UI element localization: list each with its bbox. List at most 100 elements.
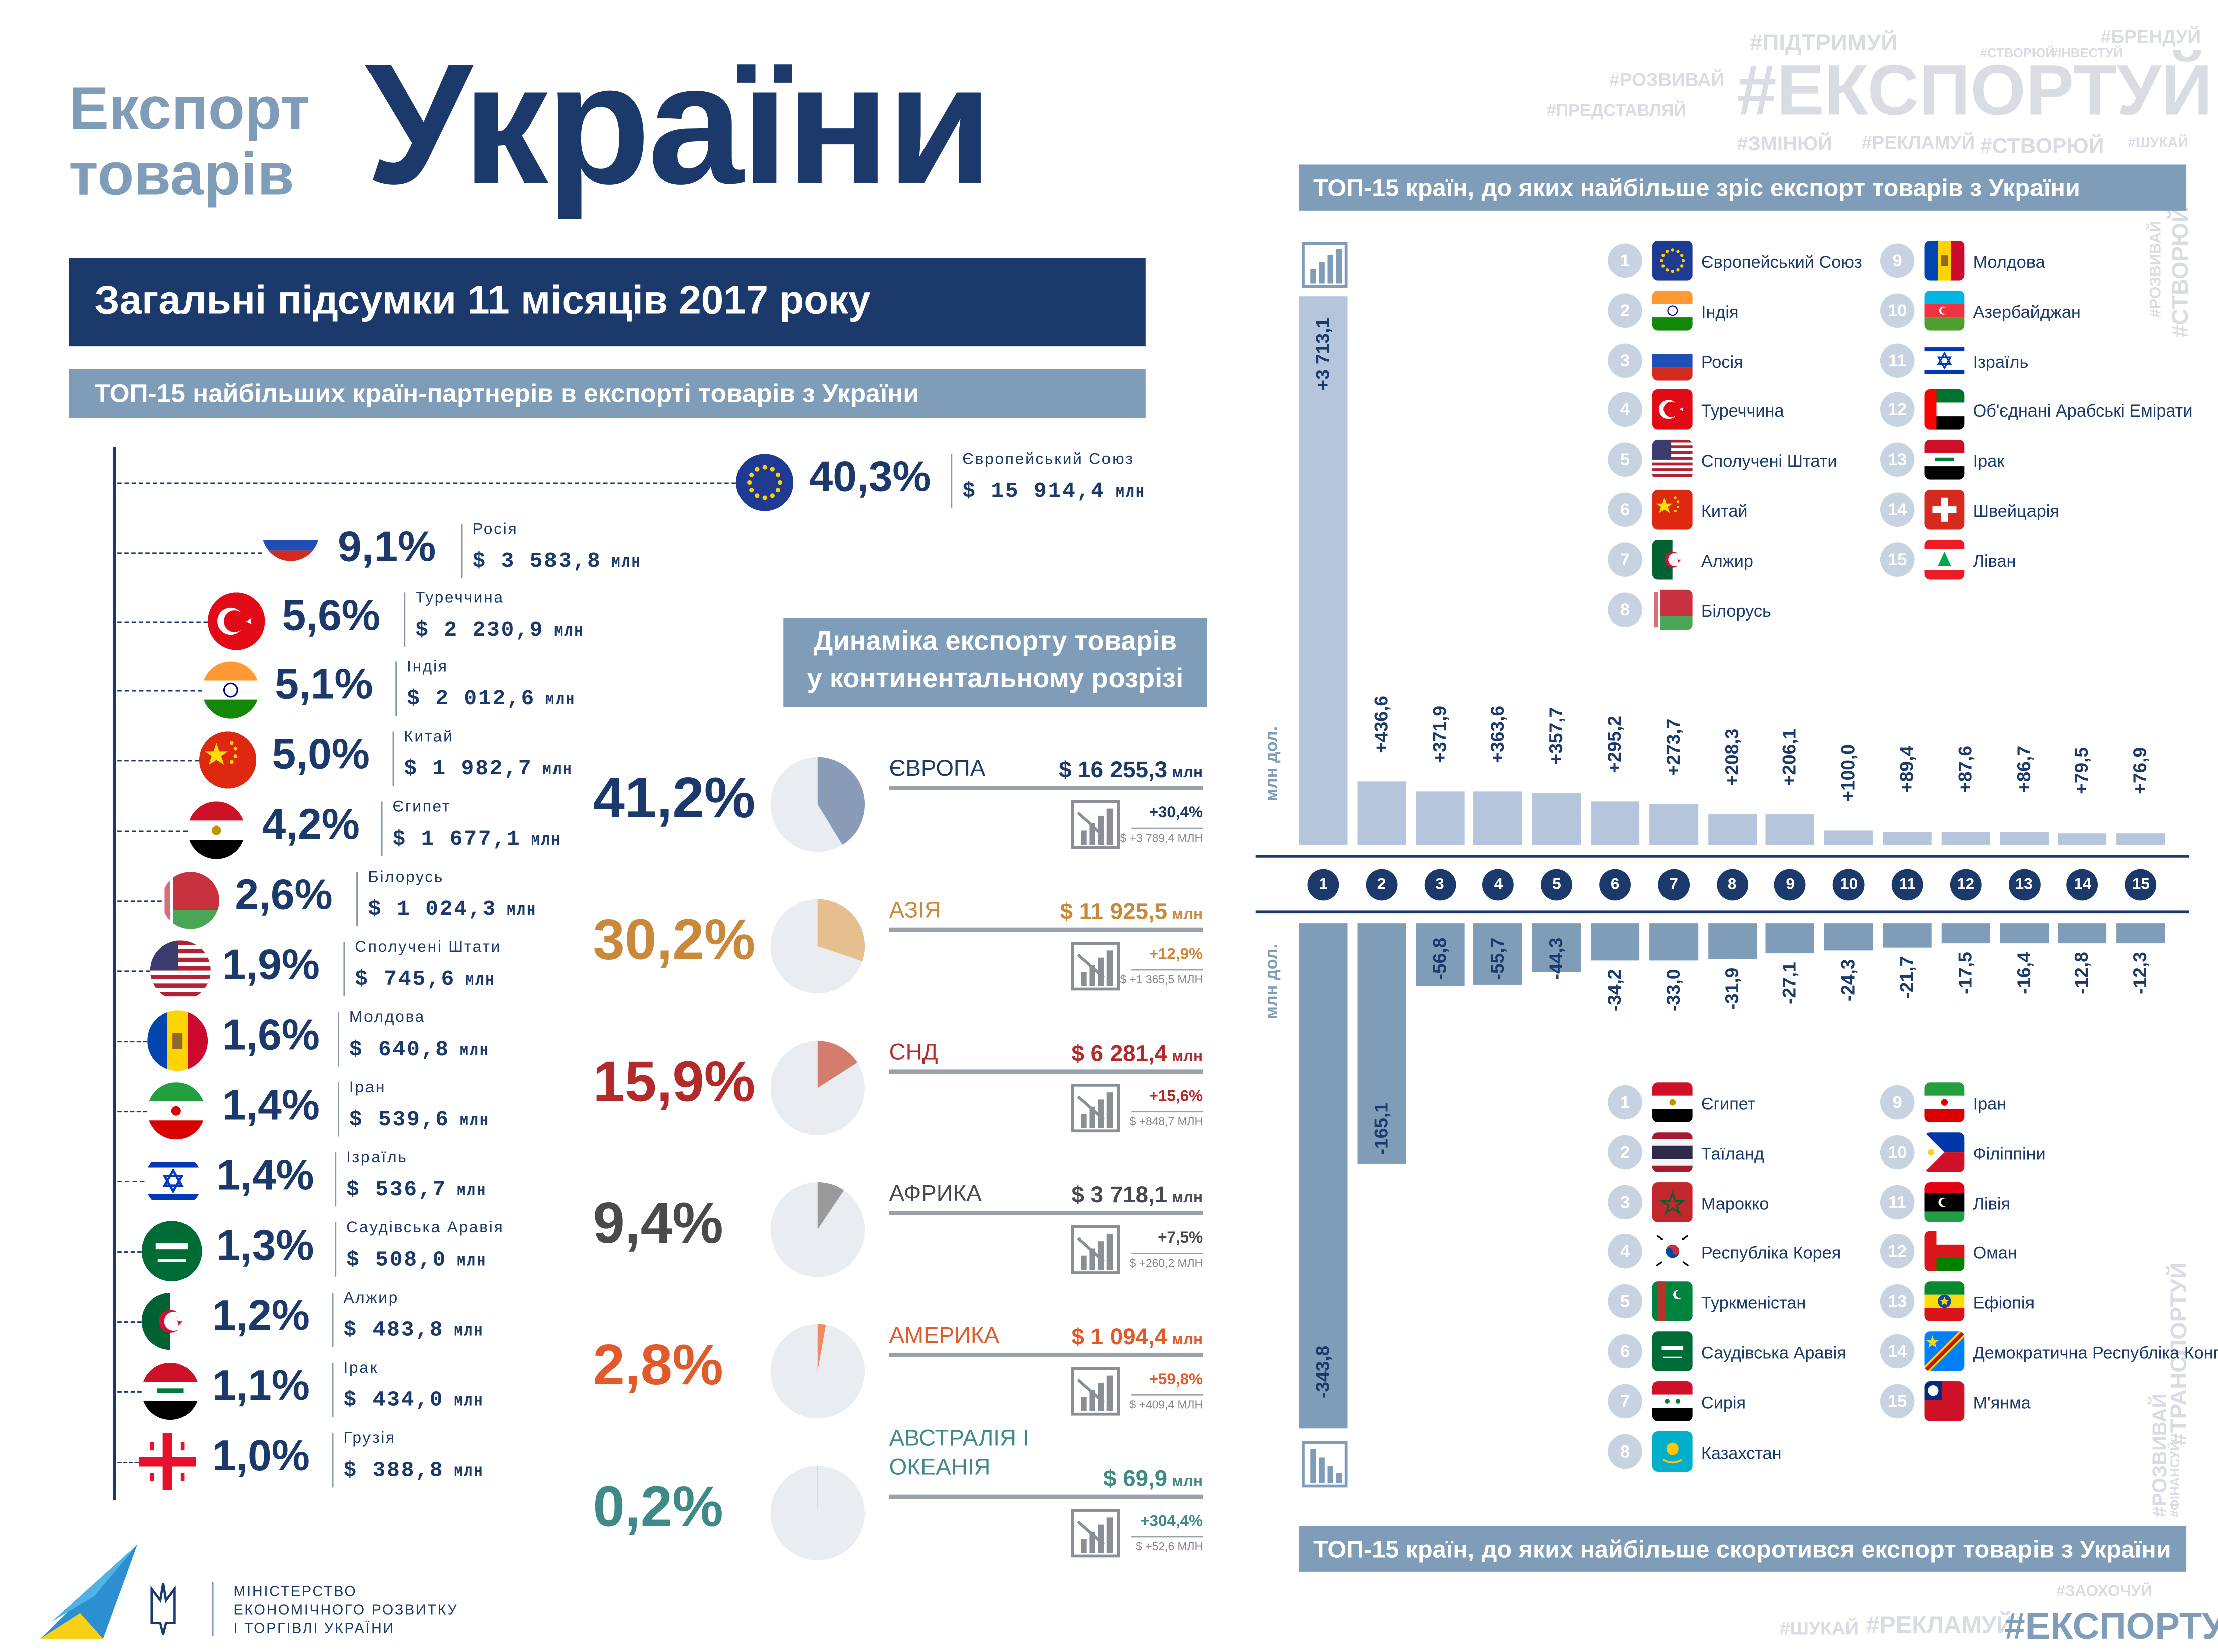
ministry-name-2: ЕКОНОМІЧНОГО РОЗВИТКУ [233,1603,458,1619]
legend-country: Алжир [1701,550,1753,571]
continent-growth: +304,4% [1140,1513,1203,1531]
trident-icon [146,1580,180,1637]
partner-leader-line [117,552,262,554]
hashtag: #ЗМІНЮЙ [1737,131,1832,155]
partner-value: $ 483,8 МЛН [343,1318,484,1343]
legend-flag-dz-icon [1652,539,1693,580]
decline-bar [1357,923,1406,1164]
decline-bar [1883,923,1932,948]
legend-country: Європейський Союз [1701,252,1862,272]
decline-bar [1591,923,1640,961]
category-number: 2 [1366,869,1397,901]
growth-bar [1532,793,1581,845]
hashtag: #РЕКЛАМУЙ [1861,131,1975,153]
legend-country: Азербайджан [1973,302,2081,322]
partner-value-unit: МЛН [532,764,573,780]
continent-name-line2: ОКЕАНІЯ [889,1456,991,1481]
title-small-1: Експорт [69,74,310,142]
legend-number: 3 [1608,343,1642,377]
partner-leader-line [117,1461,139,1463]
decline-bar [1766,923,1815,954]
hashtag-vertical: #РОЗВИВАЙ [2148,221,2165,318]
continent-name: АФРИКА [889,1182,982,1207]
continent-value-unit: млн [1167,1189,1203,1207]
partner-value-amount: $ 1 677,1 [392,827,521,852]
growth-chart-icon [1069,1224,1121,1276]
partner-divider [381,801,383,856]
legend-flag-th-icon [1652,1132,1693,1172]
flag-il-icon [144,1152,202,1210]
continent-pie [770,757,865,852]
continent-growth-abs: $ +1 365,5 МЛН [1120,973,1203,986]
legend-flag-ae-icon [1924,389,1965,430]
decline-bar-label: -24,3 [1837,958,1859,1001]
continent-value: $ 69,9 млн [1002,1467,1203,1493]
partner-value-amount: $ 1 982,7 [404,757,533,782]
legend-flag-in-icon [1652,290,1693,331]
growth-bar [1649,805,1698,845]
partner-divider [338,1082,339,1137]
growth-chart-icon [1069,799,1121,851]
legend-number: 14 [1880,1334,1915,1369]
flag-by-icon [161,872,219,929]
growth-title-box: ТОП-15 країн, до яких найбільше зріс екс… [1299,164,2187,211]
legend-flag-by-icon [1652,589,1693,630]
legend-number: 6 [1608,1334,1642,1369]
partner-value-unit: МЛН [497,904,537,921]
partner-share: 1,9% [222,942,320,989]
pie-slice [817,899,865,962]
growth-bar [1299,296,1348,845]
category-number: 8 [1716,869,1748,901]
continent-title-box: Динаміка експорту товарів у континенталь… [783,618,1207,707]
continent-growth-line [1131,1394,1203,1396]
partner-value-amount: $ 3 583,8 [472,549,602,574]
legend-country: Швейцарія [1973,501,2059,521]
partner-value-unit: МЛН [1105,487,1146,503]
partner-value-unit: МЛН [521,835,562,851]
unit-label-bottom: млн дол. [1261,943,1282,1019]
continent-value-amount: $ 16 255,3 [1059,758,1168,783]
legend-flag-ly-icon [1924,1181,1965,1222]
legend-flag-ph-icon [1924,1132,1965,1172]
growth-chart-icon [1069,1507,1121,1559]
legend-number: 13 [1880,443,1915,477]
legend-country: Туркменістан [1701,1293,1806,1313]
partner-value: $ 508,0 МЛН [346,1248,487,1273]
partner-divider [332,1432,334,1488]
decline-bar [2116,923,2165,944]
partner-leader-line [117,621,208,623]
flag-eg-icon [188,801,245,859]
legend-country: Республіка Корея [1701,1243,1841,1264]
continent-share: 0,2% [593,1476,723,1539]
legend-flag-tm-icon [1652,1281,1693,1322]
partner-value-unit: МЛН [544,626,585,642]
category-number: 14 [2067,869,2099,901]
continent-growth: +12,9% [1149,946,1203,964]
title-big: України [365,29,992,221]
continent-title-1: Динаміка експорту товарів [813,627,1177,657]
continent-growth-abs: $ +260,2 МЛН [1129,1257,1203,1270]
continent-value: $ 16 255,3 млн [1002,759,1203,784]
continent-growth-line [1131,827,1203,829]
legend-number: 3 [1608,1184,1642,1219]
partner-value-amount: $ 388,8 [343,1459,444,1483]
continent-value-unit: млн [1167,1473,1203,1491]
partner-share: 1,1% [212,1362,310,1410]
partner-name: Іран [349,1079,386,1097]
continent-value-amount: $ 3 718,1 [1071,1183,1168,1208]
continent-underline [889,927,1203,932]
pie-slice [817,1041,858,1088]
axis-line-top [1255,855,2189,858]
decline-bar-label: -343,8 [1312,1345,1333,1398]
partner-divider [404,592,406,647]
partner-value-unit: МЛН [449,1115,490,1131]
partner-divider [335,1222,337,1277]
decline-bar [1473,923,1523,985]
continent-growth: +15,6% [1149,1088,1203,1105]
legend-number: 5 [1608,1284,1642,1319]
partners-subtitle: ТОП-15 найбільших країн-партнерів в експ… [69,369,1146,418]
continent-name: АЗІЯ [889,899,941,924]
hashtag: #ПРЕДСТАВЛЯЙ [1546,100,1686,120]
continent-name: СНД [889,1041,938,1065]
legend-country: Ірак [1973,451,2005,472]
